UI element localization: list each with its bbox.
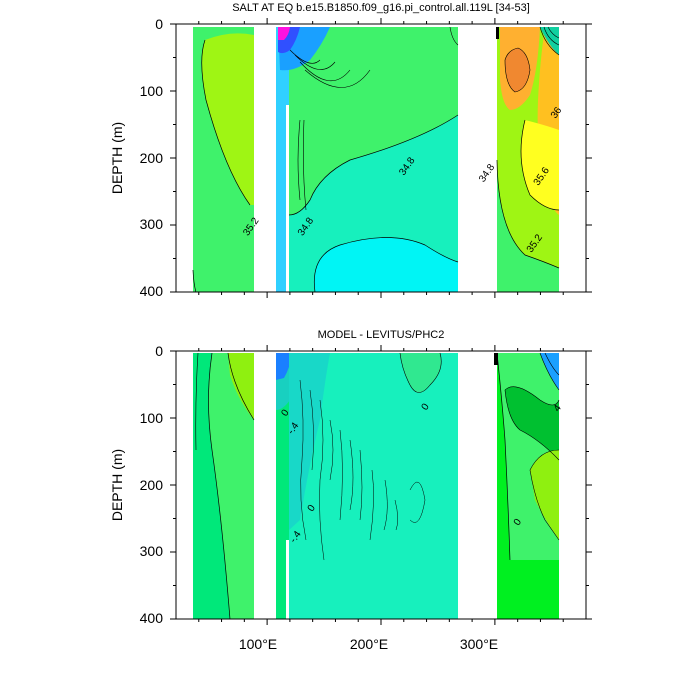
- contour-line: [227, 352, 255, 421]
- contour-line: [399, 352, 442, 393]
- difference-region: [228, 353, 254, 420]
- y-tick-label: 200: [140, 150, 164, 166]
- y-tick-label: 0: [155, 343, 163, 359]
- panel-difference: MODEL - LEVITUS/PHC2: [109, 329, 592, 652]
- salinity-region: [314, 237, 458, 292]
- land-gap: [286, 540, 289, 619]
- difference-region: [540, 353, 559, 390]
- contour-label: 0: [279, 407, 291, 418]
- salinity-region: [289, 27, 458, 215]
- difference-region: [276, 353, 292, 380]
- contour-label: 34.8: [477, 162, 497, 185]
- y-tick-label: 400: [140, 283, 164, 299]
- contour-line: [496, 352, 511, 561]
- contour-line: [520, 119, 560, 211]
- contour-label: 0: [420, 401, 432, 412]
- y-tick-label: 400: [140, 610, 164, 626]
- difference-region: [400, 353, 442, 393]
- y-tick-label: 100: [140, 83, 164, 99]
- difference-region: [289, 353, 330, 530]
- plot-area: [193, 352, 560, 619]
- contour-line: [449, 26, 459, 46]
- contour-line: [504, 47, 531, 93]
- land-gap: [286, 105, 289, 292]
- y-tick-label: 0: [155, 16, 163, 32]
- salinity-region: [278, 27, 290, 40]
- panel-title: MODEL - LEVITUS/PHC2: [318, 329, 445, 341]
- difference-region: [208, 353, 254, 619]
- land-fragment: [496, 27, 499, 39]
- contour-line: [539, 352, 560, 391]
- y-axis-label: DEPTH (m): [109, 449, 125, 521]
- contour-label: 4: [552, 403, 564, 414]
- contour-line: [192, 269, 250, 292]
- contour-line: [195, 352, 199, 451]
- contour-line: [288, 114, 459, 216]
- salinity-region: [521, 120, 559, 210]
- x-tick-label: 300°E: [460, 636, 498, 652]
- contour-label: 0: [306, 503, 318, 514]
- y-tick-label: 200: [140, 477, 164, 493]
- contour-line: [201, 39, 251, 206]
- y-tick-label: 300: [140, 543, 164, 559]
- salinity-region: [540, 27, 559, 55]
- contour-line: [299, 379, 398, 561]
- contour-line: [297, 119, 307, 211]
- axis-ticks: [170, 345, 592, 625]
- salinity-region: [505, 48, 530, 92]
- y-axis-label: DEPTH (m): [109, 122, 125, 194]
- land-fragment: [494, 353, 498, 365]
- contour-line: [504, 386, 560, 461]
- panel-salt: SALT AT EQ b.e15.B1850.f09_g16.pi_contro…: [109, 2, 592, 299]
- contour-line: [208, 352, 231, 619]
- panel-title: SALT AT EQ b.e15.B1850.f09_g16.pi_contro…: [232, 2, 530, 14]
- contour-line: [409, 481, 426, 523]
- difference-region: [505, 386, 559, 460]
- basin-strip: [276, 353, 289, 619]
- x-tick-label: 200°E: [350, 636, 388, 652]
- contour-line: [289, 49, 371, 88]
- contour-line: [529, 449, 560, 541]
- x-tick-label: 100°E: [239, 636, 277, 652]
- salinity-region: [201, 33, 254, 206]
- basin-strip: [276, 27, 289, 292]
- contour-line: [313, 237, 459, 292]
- y-tick-label: 100: [140, 410, 164, 426]
- y-tick-label: 300: [140, 216, 164, 232]
- contour-line: [496, 159, 560, 269]
- plot-area: [192, 26, 560, 292]
- contour-line: [539, 26, 560, 56]
- contour-label: 0: [512, 517, 524, 528]
- difference-region: [530, 450, 559, 540]
- axis-ticks: [170, 18, 592, 298]
